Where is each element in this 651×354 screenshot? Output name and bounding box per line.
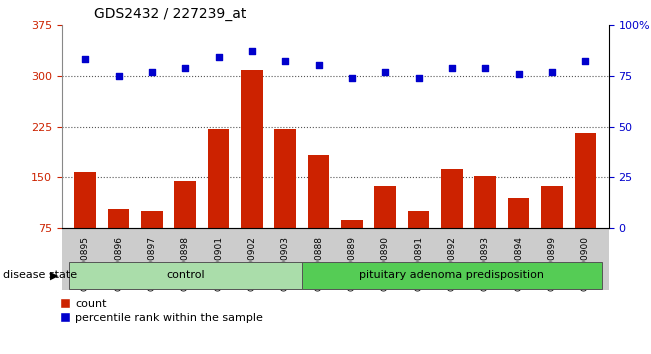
Bar (308, 155, 329, 279)
Bar (575, 133, 596, 279)
Bar (269, 25, 302, 228)
Bar (408, 211, 430, 279)
Point (480, 65, 490, 70)
Bar (535, 25, 569, 228)
Point (180, 65, 191, 70)
Bar (368, 25, 402, 228)
Point (313, 63, 324, 68)
Bar (174, 181, 196, 279)
Text: control: control (166, 270, 204, 280)
Bar (475, 176, 496, 279)
Legend: count, percentile rank within the sample: count, percentile rank within the sample (61, 299, 263, 323)
Text: ▶: ▶ (50, 270, 59, 280)
Bar (441, 169, 463, 279)
Bar (241, 70, 263, 279)
Point (146, 69, 157, 74)
Point (347, 75, 357, 80)
Bar (541, 185, 563, 279)
Bar (141, 211, 163, 279)
Bar (135, 25, 169, 228)
Text: disease state: disease state (3, 270, 77, 280)
Text: GDS2432 / 227239_at: GDS2432 / 227239_at (94, 7, 247, 21)
Bar (302, 25, 335, 228)
Bar (107, 209, 130, 279)
Bar (508, 198, 529, 279)
Point (413, 75, 424, 80)
Point (80, 57, 90, 62)
Bar (402, 25, 436, 228)
Bar (68, 262, 302, 289)
Point (547, 69, 557, 74)
Point (214, 55, 224, 60)
Bar (74, 172, 96, 279)
Bar (275, 129, 296, 279)
Bar (68, 25, 102, 228)
Bar (202, 25, 235, 228)
Point (514, 71, 524, 76)
Bar (335, 25, 368, 228)
Text: pituitary adenoma predisposition: pituitary adenoma predisposition (359, 270, 544, 280)
Bar (102, 25, 135, 228)
Point (380, 69, 391, 74)
Bar (169, 25, 202, 228)
Bar (502, 25, 535, 228)
Bar (436, 25, 469, 228)
Point (280, 58, 290, 64)
Bar (569, 25, 602, 228)
Bar (302, 262, 602, 289)
Point (247, 48, 257, 54)
Bar (469, 25, 502, 228)
Point (447, 65, 457, 70)
Bar (374, 185, 396, 279)
Bar (208, 129, 229, 279)
Point (113, 73, 124, 79)
Bar (341, 219, 363, 279)
Bar (235, 25, 269, 228)
Point (580, 58, 590, 64)
